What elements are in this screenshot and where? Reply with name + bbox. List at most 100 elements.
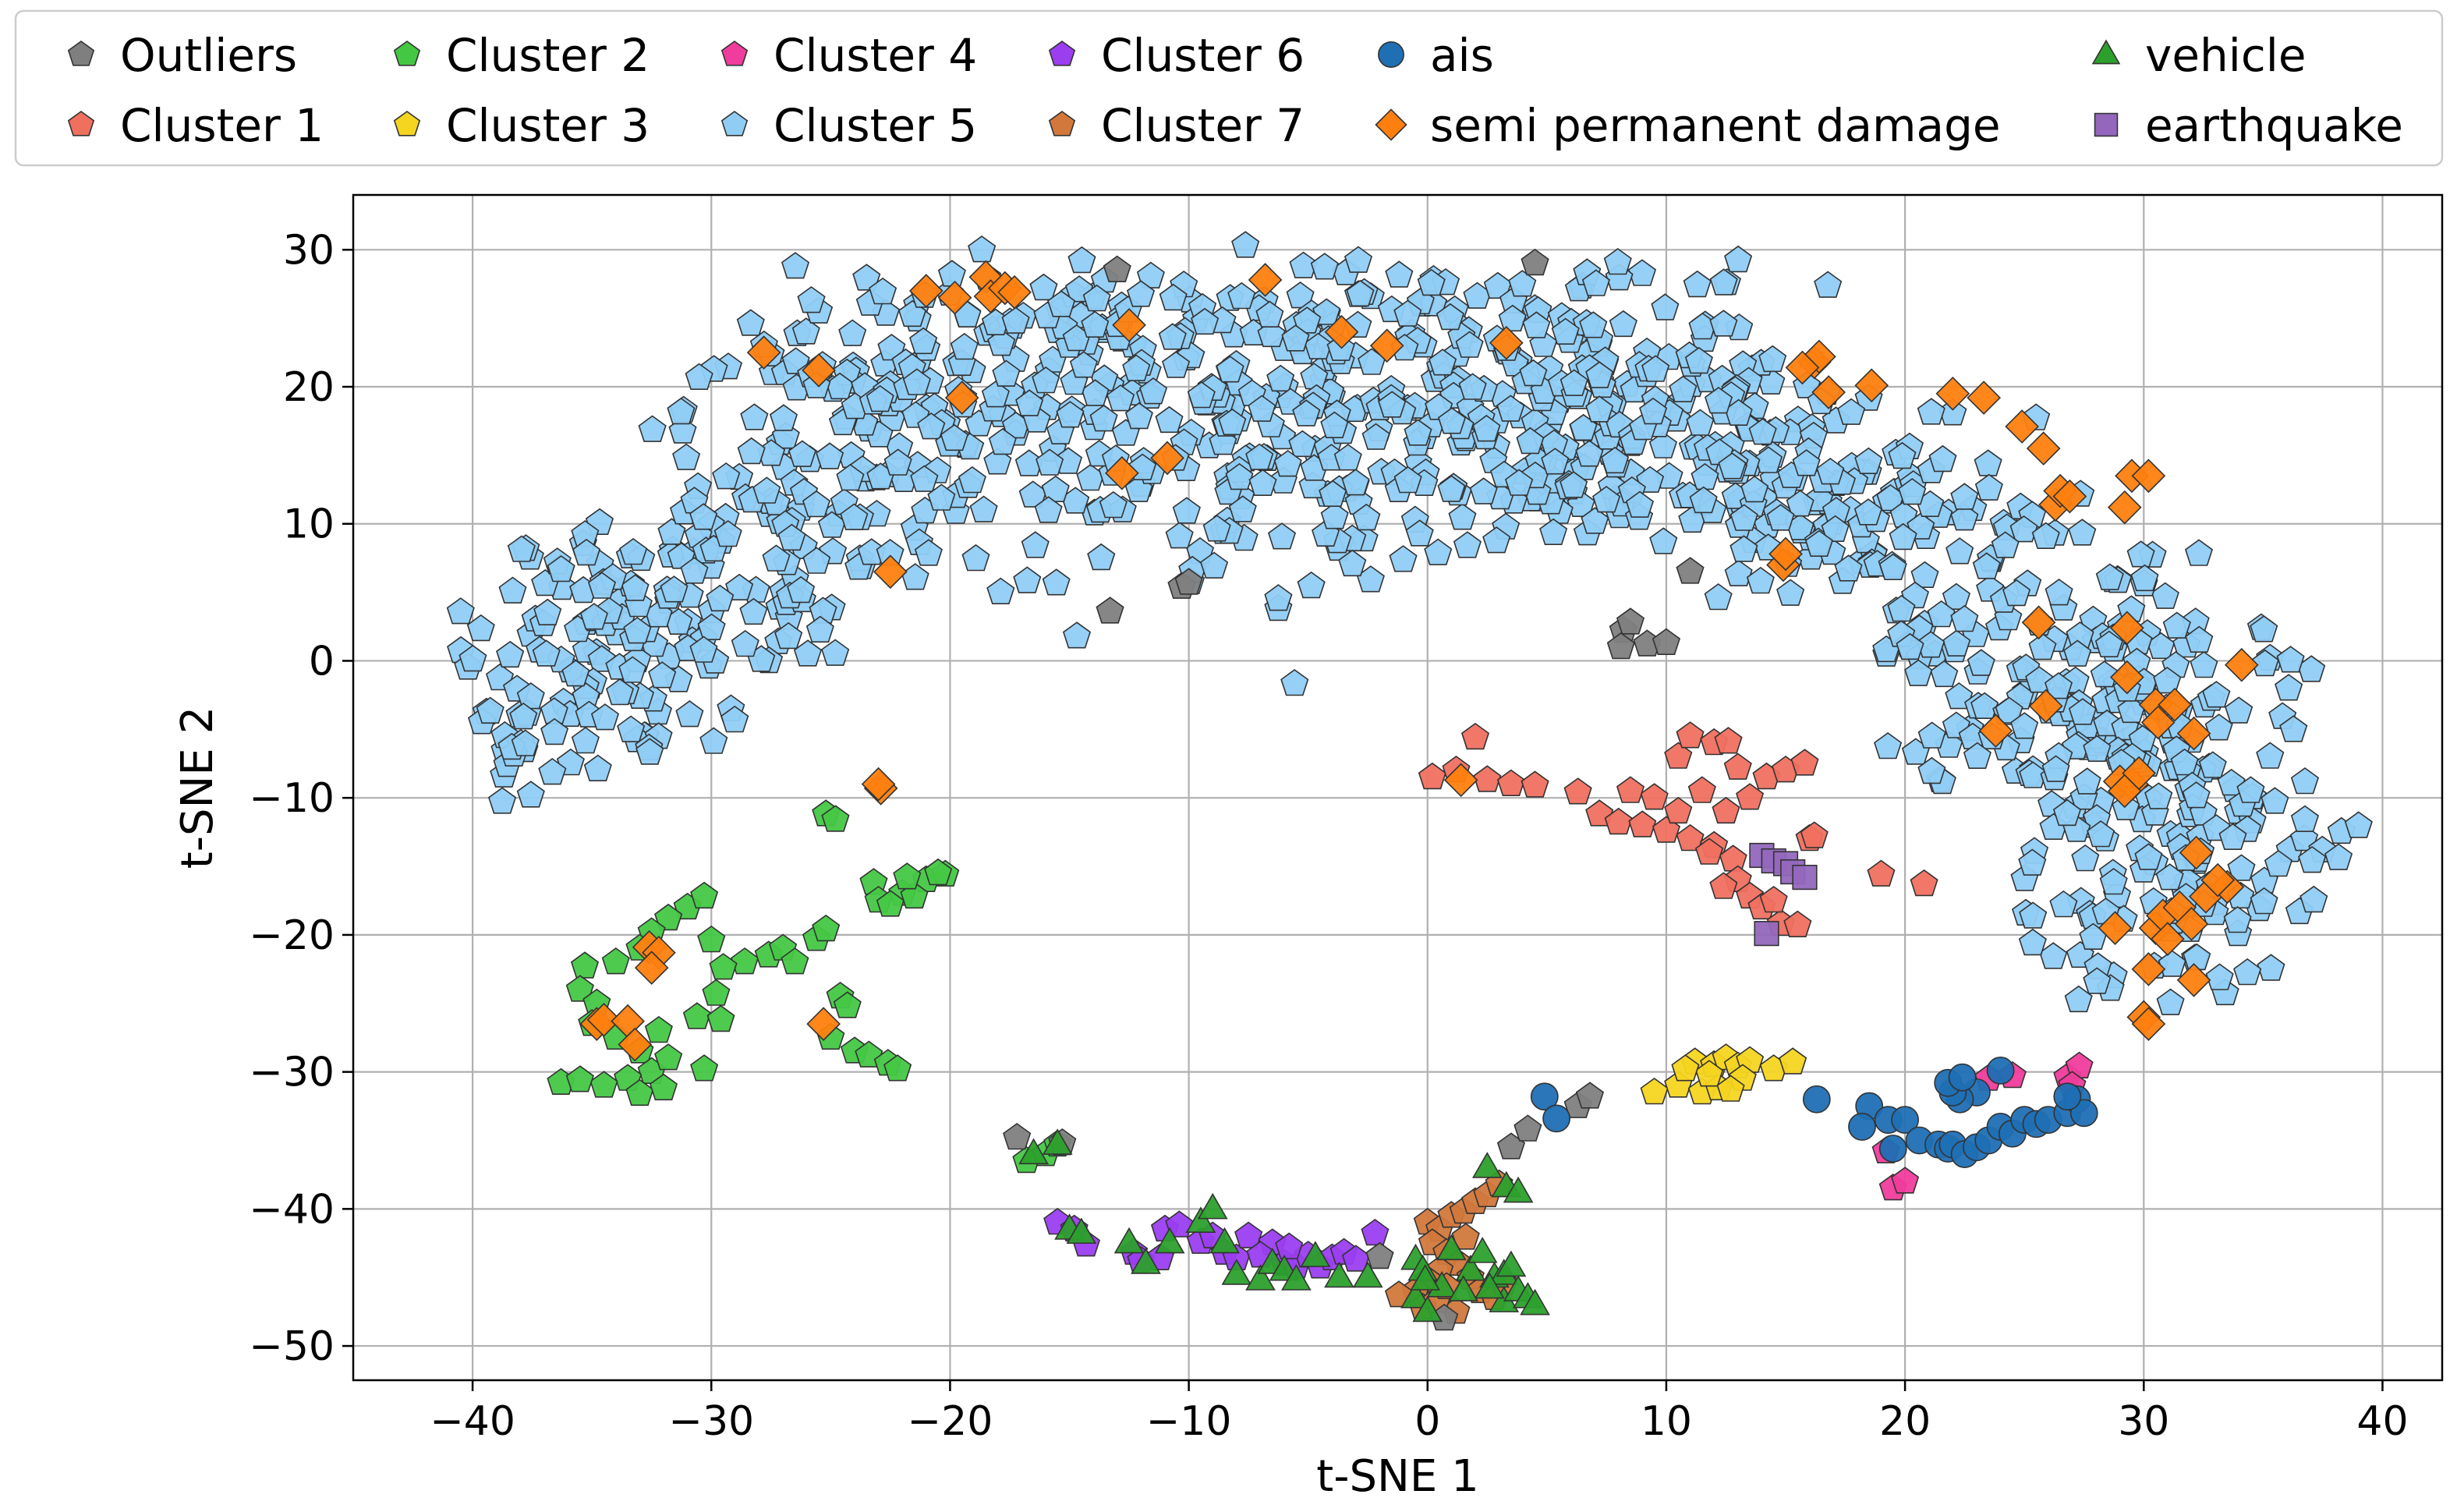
point-cluster-5 xyxy=(950,332,979,360)
point-cluster-5 xyxy=(1816,458,1845,485)
x-tick-label: 20 xyxy=(1879,1398,1931,1445)
point-cluster-5 xyxy=(2130,564,2159,592)
point-cluster-5 xyxy=(2204,714,2233,741)
point-cluster-5 xyxy=(1498,304,1527,332)
point-cluster-2 xyxy=(644,1015,673,1043)
point-cluster-5 xyxy=(516,781,545,808)
legend-marker xyxy=(2094,112,2119,137)
point-cluster-1 xyxy=(1759,886,1788,913)
point-cluster-5 xyxy=(1560,369,1588,396)
point-semi-permanent-damage xyxy=(2122,756,2156,791)
point-cluster-5 xyxy=(547,555,575,582)
point-cluster-5 xyxy=(1837,398,1866,425)
point-cluster-5 xyxy=(540,717,569,745)
point-cluster-5 xyxy=(1255,300,1284,328)
point-cluster-5 xyxy=(487,787,517,814)
point-cluster-5 xyxy=(1273,450,1302,477)
point-cluster-5 xyxy=(1754,446,1783,473)
legend-label: ais xyxy=(1430,29,1494,82)
point-cluster-5 xyxy=(1378,391,1407,418)
point-cluster-5 xyxy=(680,557,709,584)
point-cluster-5 xyxy=(1592,486,1621,513)
point-cluster-5 xyxy=(1709,268,1738,296)
point-cluster-5 xyxy=(927,483,956,511)
point-cluster-6 xyxy=(1275,1232,1304,1259)
point-cluster-5 xyxy=(883,448,912,476)
point-cluster-2 xyxy=(812,914,841,942)
point-cluster-2 xyxy=(649,1073,678,1101)
point-cluster-5 xyxy=(1639,397,1668,425)
point-cluster-5 xyxy=(1228,495,1257,522)
point-cluster-5 xyxy=(1928,444,1957,473)
point-cluster-5 xyxy=(1455,331,1484,358)
point-cluster-5 xyxy=(1704,583,1733,611)
point-vehicle xyxy=(1185,1206,1216,1234)
point-cluster-5 xyxy=(2144,782,2173,809)
point-semi-permanent-damage xyxy=(2140,705,2176,740)
point-cluster-6 xyxy=(1361,1219,1390,1246)
legend-item-cluster-4: Cluster 4 xyxy=(720,29,977,82)
point-cluster-5 xyxy=(1453,531,1482,558)
point-cluster-5 xyxy=(712,462,741,490)
point-cluster-5 xyxy=(1917,721,1946,749)
legend-marker xyxy=(67,111,95,136)
point-cluster-5 xyxy=(852,264,881,291)
point-vehicle xyxy=(1400,1282,1431,1308)
point-cluster-5 xyxy=(1539,518,1568,546)
point-cluster-5 xyxy=(1649,527,1678,554)
point-cluster-2 xyxy=(709,953,738,980)
point-cluster-5 xyxy=(1625,490,1655,518)
point-cluster-5 xyxy=(2185,625,2214,653)
point-cluster-5 xyxy=(1437,475,1466,502)
point-cluster-5 xyxy=(1648,431,1678,459)
point-semi-permanent-damage xyxy=(1150,441,1184,476)
point-cluster-5 xyxy=(1627,259,1657,286)
point-cluster-5 xyxy=(2094,630,2123,658)
point-cluster-5 xyxy=(2279,715,2308,742)
point-cluster-5 xyxy=(791,317,820,345)
point-cluster-5 xyxy=(1689,486,1718,514)
point-semi-permanent-damage xyxy=(2151,922,2185,957)
point-outliers xyxy=(1103,255,1131,283)
point-cluster-5 xyxy=(1227,282,1256,310)
point-cluster-5 xyxy=(2225,696,2253,724)
point-vehicle xyxy=(1471,1152,1503,1178)
point-cluster-5 xyxy=(1264,584,1293,611)
point-cluster-5 xyxy=(1516,427,1545,455)
point-outliers xyxy=(1365,1241,1394,1269)
point-vehicle xyxy=(1324,1261,1354,1288)
point-cluster-6 xyxy=(1165,1210,1194,1238)
point-cluster-5 xyxy=(1896,632,1924,660)
point-cluster-5 xyxy=(2344,811,2373,838)
point-cluster-5 xyxy=(689,636,718,663)
data-points xyxy=(446,231,2373,1331)
point-semi-permanent-damage xyxy=(1967,381,2001,415)
point-cluster-5 xyxy=(1651,293,1680,320)
point-cluster-2 xyxy=(731,947,759,975)
point-cluster-5 xyxy=(2250,615,2278,643)
point-cluster-5 xyxy=(2250,887,2278,915)
point-cluster-5 xyxy=(2264,849,2293,877)
point-cluster-1 xyxy=(1664,742,1693,769)
point-cluster-1 xyxy=(1460,722,1490,750)
point-cluster-5 xyxy=(2095,563,2124,590)
point-outliers xyxy=(1521,248,1549,276)
legend-item-cluster-2: Cluster 2 xyxy=(393,29,650,82)
point-cluster-5 xyxy=(1686,409,1715,436)
point-cluster-5 xyxy=(1292,399,1321,427)
point-cluster-5 xyxy=(821,639,850,666)
x-axis-label: t-SNE 1 xyxy=(1316,1451,1478,1502)
point-vehicle xyxy=(1113,1227,1145,1254)
legend-marker xyxy=(1048,111,1076,136)
point-cluster-5 xyxy=(1267,522,1297,550)
point-cluster-5 xyxy=(2071,844,2100,872)
point-cluster-5 xyxy=(1950,504,1979,531)
point-cluster-5 xyxy=(961,544,990,572)
point-cluster-5 xyxy=(2205,963,2234,990)
point-cluster-5 xyxy=(1124,402,1153,430)
point-cluster-5 xyxy=(1344,246,1373,273)
point-cluster-5 xyxy=(1082,284,1111,312)
point-earthquake xyxy=(1754,921,1779,947)
point-cluster-1 xyxy=(1604,807,1633,835)
point-cluster-5 xyxy=(2299,885,2328,913)
